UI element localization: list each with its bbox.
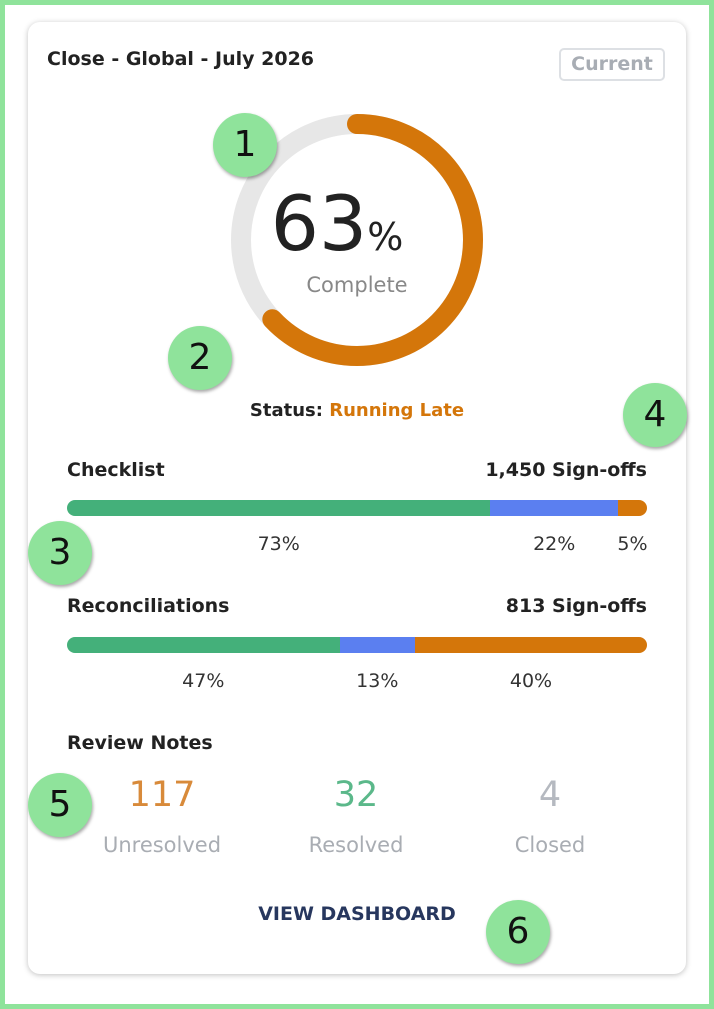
segment-label: 5% bbox=[617, 533, 648, 555]
bar-segment bbox=[618, 500, 647, 516]
segment-label: 13% bbox=[356, 670, 399, 692]
view-dashboard-link[interactable]: VIEW DASHBOARD bbox=[258, 903, 456, 925]
card-title: Close - Global - July 2026 bbox=[47, 48, 315, 70]
sign-offs: 1,450 Sign-offs bbox=[485, 459, 647, 481]
progress-value: 63% bbox=[271, 179, 404, 268]
note-count: 117 bbox=[128, 775, 196, 815]
bar-segment bbox=[415, 637, 647, 653]
annotation-marker: 4 bbox=[623, 383, 687, 447]
row-label: Reconciliations bbox=[67, 595, 230, 617]
stacked-bar bbox=[67, 637, 647, 653]
progress-arc bbox=[231, 114, 483, 366]
segment-label: 22% bbox=[533, 533, 576, 555]
bar-segment bbox=[67, 500, 491, 516]
note-count: 32 bbox=[333, 775, 379, 815]
stacked-bar bbox=[67, 500, 647, 516]
status-value: Running Late bbox=[329, 400, 465, 421]
note-label: Unresolved bbox=[102, 833, 222, 857]
bar-segment bbox=[339, 637, 415, 653]
badge: Current bbox=[559, 48, 665, 81]
progress-unit: % bbox=[367, 215, 403, 259]
annotation-marker: 2 bbox=[168, 326, 232, 390]
note-count: 4 bbox=[538, 775, 562, 815]
status: Status: Running Late bbox=[0, 400, 714, 421]
card bbox=[28, 22, 686, 974]
annotation-marker: 3 bbox=[28, 521, 92, 585]
note-label: Resolved bbox=[308, 833, 404, 857]
row-label: Checklist bbox=[67, 459, 165, 481]
annotation-marker: 6 bbox=[486, 900, 550, 964]
note-label: Closed bbox=[514, 833, 586, 857]
sign-offs: 813 Sign-offs bbox=[505, 595, 647, 617]
progress-label: Complete bbox=[306, 273, 407, 297]
annotation-marker: 5 bbox=[28, 773, 92, 837]
progress-donut: 63% Complete bbox=[231, 114, 483, 366]
annotation-marker: 1 bbox=[213, 113, 277, 177]
status-label: Status: bbox=[249, 400, 323, 421]
segment-label: 40% bbox=[509, 670, 553, 692]
progress-number: 63 bbox=[271, 179, 368, 268]
segment-label: 73% bbox=[257, 533, 300, 555]
bar-segment bbox=[490, 500, 618, 516]
segment-label: 47% bbox=[182, 670, 225, 692]
bar-segment bbox=[67, 637, 340, 653]
section-label: Review Notes bbox=[67, 732, 213, 754]
